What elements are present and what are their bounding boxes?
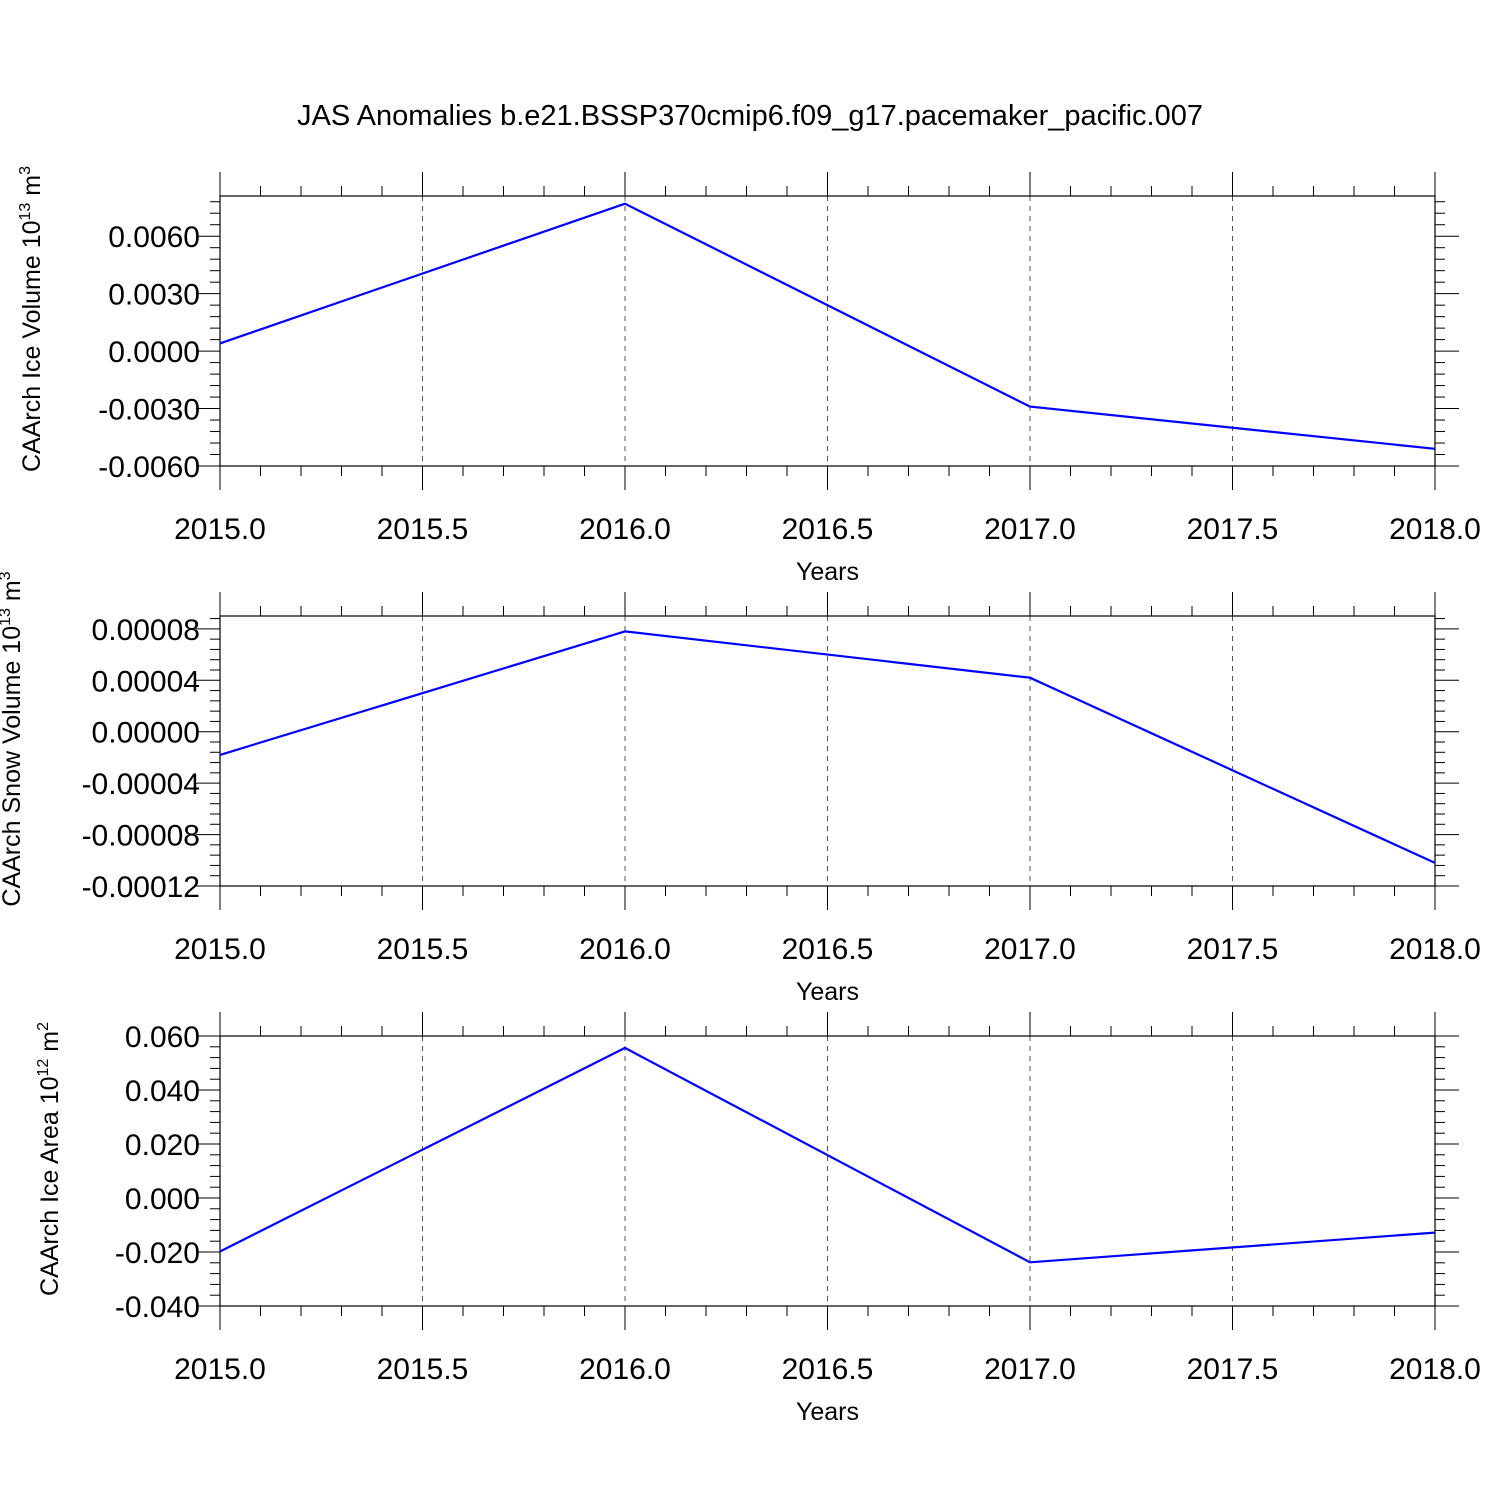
x-tick-label: 2017.0: [984, 513, 1076, 546]
x-tick-label: 2018.0: [1389, 513, 1481, 546]
x-tick-label: 2016.5: [782, 1353, 874, 1386]
y-tick-label: -0.00004: [82, 768, 200, 801]
y-axis-title: CAArch Ice Volume 1013 m3: [17, 166, 46, 472]
y-tick-label: -0.020: [115, 1237, 200, 1270]
figure-title: JAS Anomalies b.e21.BSSP370cmip6.f09_g17…: [297, 100, 1203, 132]
x-tick-label: 2016.0: [579, 513, 671, 546]
x-tick-label: 2017.5: [1187, 1353, 1279, 1386]
panel-2: 2015.0 2015.5 2016.0 2016.5 2017.0 2017.5 2018…: [0, 571, 1481, 1006]
y-tick-label: -0.040: [115, 1291, 200, 1324]
y-tick-label: 0.0060: [108, 221, 200, 254]
x-axis-title: Years: [796, 1398, 859, 1426]
x-tick-label: 2016.5: [782, 933, 874, 966]
y-tick-label: 0.0030: [108, 279, 200, 312]
x-tick-label: 2015.0: [174, 513, 266, 546]
x-tick-label: 2018.0: [1389, 1353, 1481, 1386]
panels: 2015.0 2015.5 2016.0 2016.5 2017.0 2017.5 2018…: [0, 166, 1481, 1426]
y-tick-label: 0.0000: [108, 336, 200, 369]
x-tick-label: 2018.0: [1389, 933, 1481, 966]
y-axis-title: CAArch Ice Area 1012 m2: [35, 1022, 64, 1296]
x-tick-label: 2017.0: [984, 1353, 1076, 1386]
x-axis-title: Years: [796, 978, 859, 1006]
x-tick-label: 2015.5: [377, 513, 469, 546]
x-tick-label: 2016.0: [579, 933, 671, 966]
series-line: [219, 202, 1436, 450]
y-tick-label: 0.00008: [92, 614, 200, 647]
x-axis-title: Years: [796, 558, 859, 586]
panel-3: 2015.0 2015.5 2016.0 2016.5 2017.0 2017.5 2018…: [35, 1012, 1481, 1426]
panel-1: 2015.0 2015.5 2016.0 2016.5 2017.0 2017.5 2018…: [17, 166, 1481, 586]
y-tick-label: -0.00012: [82, 871, 200, 904]
y-tick-label: 0.00000: [92, 717, 200, 750]
x-tick-label: 2017.5: [1187, 513, 1279, 546]
series-line: [219, 630, 1436, 864]
y-tick-label: 0.040: [125, 1075, 200, 1108]
x-tick-label: 2015.5: [377, 1353, 469, 1386]
x-tick-label: 2017.5: [1187, 933, 1279, 966]
y-tick-label: 0.000: [125, 1183, 200, 1216]
series-line: [219, 1046, 1436, 1264]
x-tick-label: 2015.0: [174, 1353, 266, 1386]
x-tick-label: 2017.0: [984, 933, 1076, 966]
y-tick-label: 0.060: [125, 1021, 200, 1054]
y-tick-label: 0.020: [125, 1129, 200, 1162]
y-tick-label: 0.00004: [92, 665, 200, 698]
x-tick-label: 2015.5: [377, 933, 469, 966]
x-tick-label: 2016.5: [782, 513, 874, 546]
y-tick-label: -0.0060: [98, 451, 200, 484]
y-tick-label: -0.0030: [98, 394, 200, 427]
x-tick-label: 2016.0: [579, 1353, 671, 1386]
x-tick-label: 2015.0: [174, 933, 266, 966]
y-tick-label: -0.00008: [82, 820, 200, 853]
y-axis-title: CAArch Snow Volume 1013 m3: [0, 571, 26, 906]
